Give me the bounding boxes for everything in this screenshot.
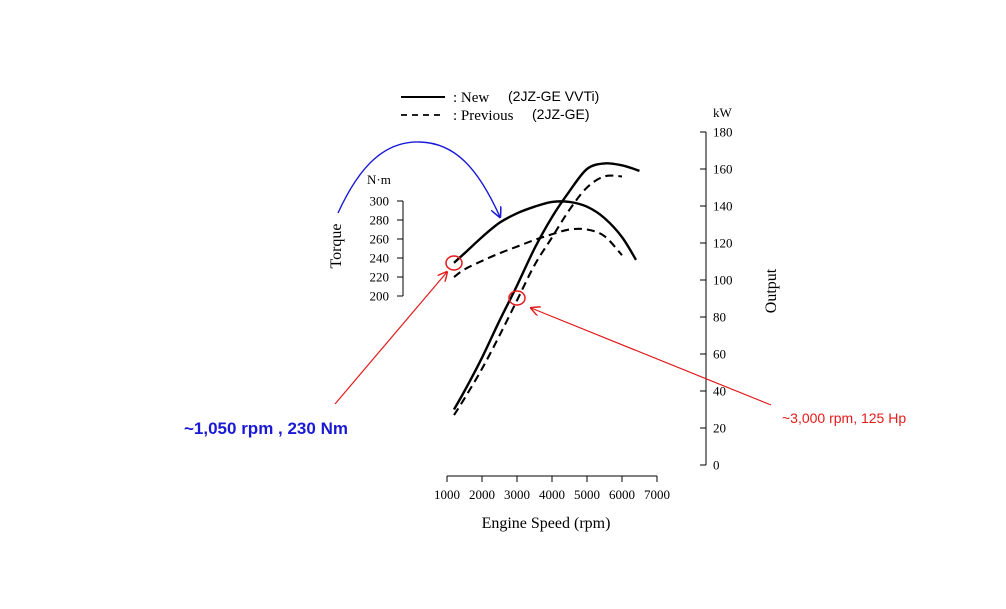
output-tick-label: 160 <box>713 162 733 177</box>
annotation-torque-text: ~1,050 rpm , 230 Nm <box>184 419 348 438</box>
output-axis-unit: kW <box>713 105 733 120</box>
torque-tick-label: 300 <box>370 194 390 209</box>
x-tick-label: 2000 <box>469 487 495 502</box>
x-tick-label: 7000 <box>644 487 670 502</box>
output-tick-label: 60 <box>713 347 726 362</box>
annotation-output: ~3,000 rpm, 125 Hp <box>508 290 906 426</box>
torque-tick-label: 240 <box>370 251 390 266</box>
x-tick-label: 5000 <box>574 487 600 502</box>
output-axis-label: Output <box>763 268 780 313</box>
legend-previous-label: : Previous <box>453 108 514 124</box>
output-tick-label: 180 <box>713 125 733 140</box>
legend-previous-engine: (2JZ-GE) <box>532 106 590 122</box>
torque-axis-label: Torque <box>328 223 345 268</box>
legend-new-engine: (2JZ-GE VVTi) <box>508 88 599 104</box>
torque-previous-line <box>453 227 623 278</box>
torque-tick-label: 260 <box>370 232 390 247</box>
torque-new-line <box>453 200 638 264</box>
x-axis: Engine Speed (rpm) 1000 2000 3000 4000 5000 6… <box>434 475 670 532</box>
annotation-shift-arrow <box>337 141 500 217</box>
torque-axis: N·m Torque 200 220 240 260 280 300 <box>328 172 404 304</box>
output-tick-label: 120 <box>713 236 733 251</box>
x-tick-label: 4000 <box>539 487 565 502</box>
output-tick-label: 40 <box>713 384 726 399</box>
annotation-torque-arrow <box>334 272 447 405</box>
torque-tick-label: 280 <box>370 213 390 228</box>
output-tick-label: 100 <box>713 273 733 288</box>
legend: : New (2JZ-GE VVTi) : Previous (2JZ-GE) <box>401 88 599 124</box>
torque-axis-unit: N·m <box>367 172 391 187</box>
output-new-line <box>452 162 640 411</box>
annotation-output-circle <box>508 290 526 306</box>
torque-tick-label: 220 <box>370 270 390 285</box>
legend-new-label: : New <box>453 90 489 106</box>
torque-tick-label: 200 <box>370 289 390 304</box>
annotation-torque: ~1,050 rpm , 230 Nm <box>184 255 463 438</box>
x-tick-label: 6000 <box>609 487 635 502</box>
output-axis: kW Output 0 20 40 60 80 100 120 140 160 180 <box>700 105 780 473</box>
annotation-output-arrow <box>531 308 772 406</box>
output-previous-line <box>453 174 623 416</box>
annotation-output-text: ~3,000 rpm, 125 Hp <box>782 410 906 426</box>
x-tick-label: 1000 <box>434 487 460 502</box>
x-axis-label: Engine Speed (rpm) <box>482 515 611 532</box>
annotation-torque-circle <box>445 255 463 271</box>
output-tick-label: 0 <box>713 458 720 473</box>
output-tick-label: 80 <box>713 310 726 325</box>
x-tick-label: 3000 <box>504 487 530 502</box>
output-tick-label: 140 <box>713 199 733 214</box>
series-group <box>452 162 640 416</box>
output-tick-label: 20 <box>713 421 726 436</box>
